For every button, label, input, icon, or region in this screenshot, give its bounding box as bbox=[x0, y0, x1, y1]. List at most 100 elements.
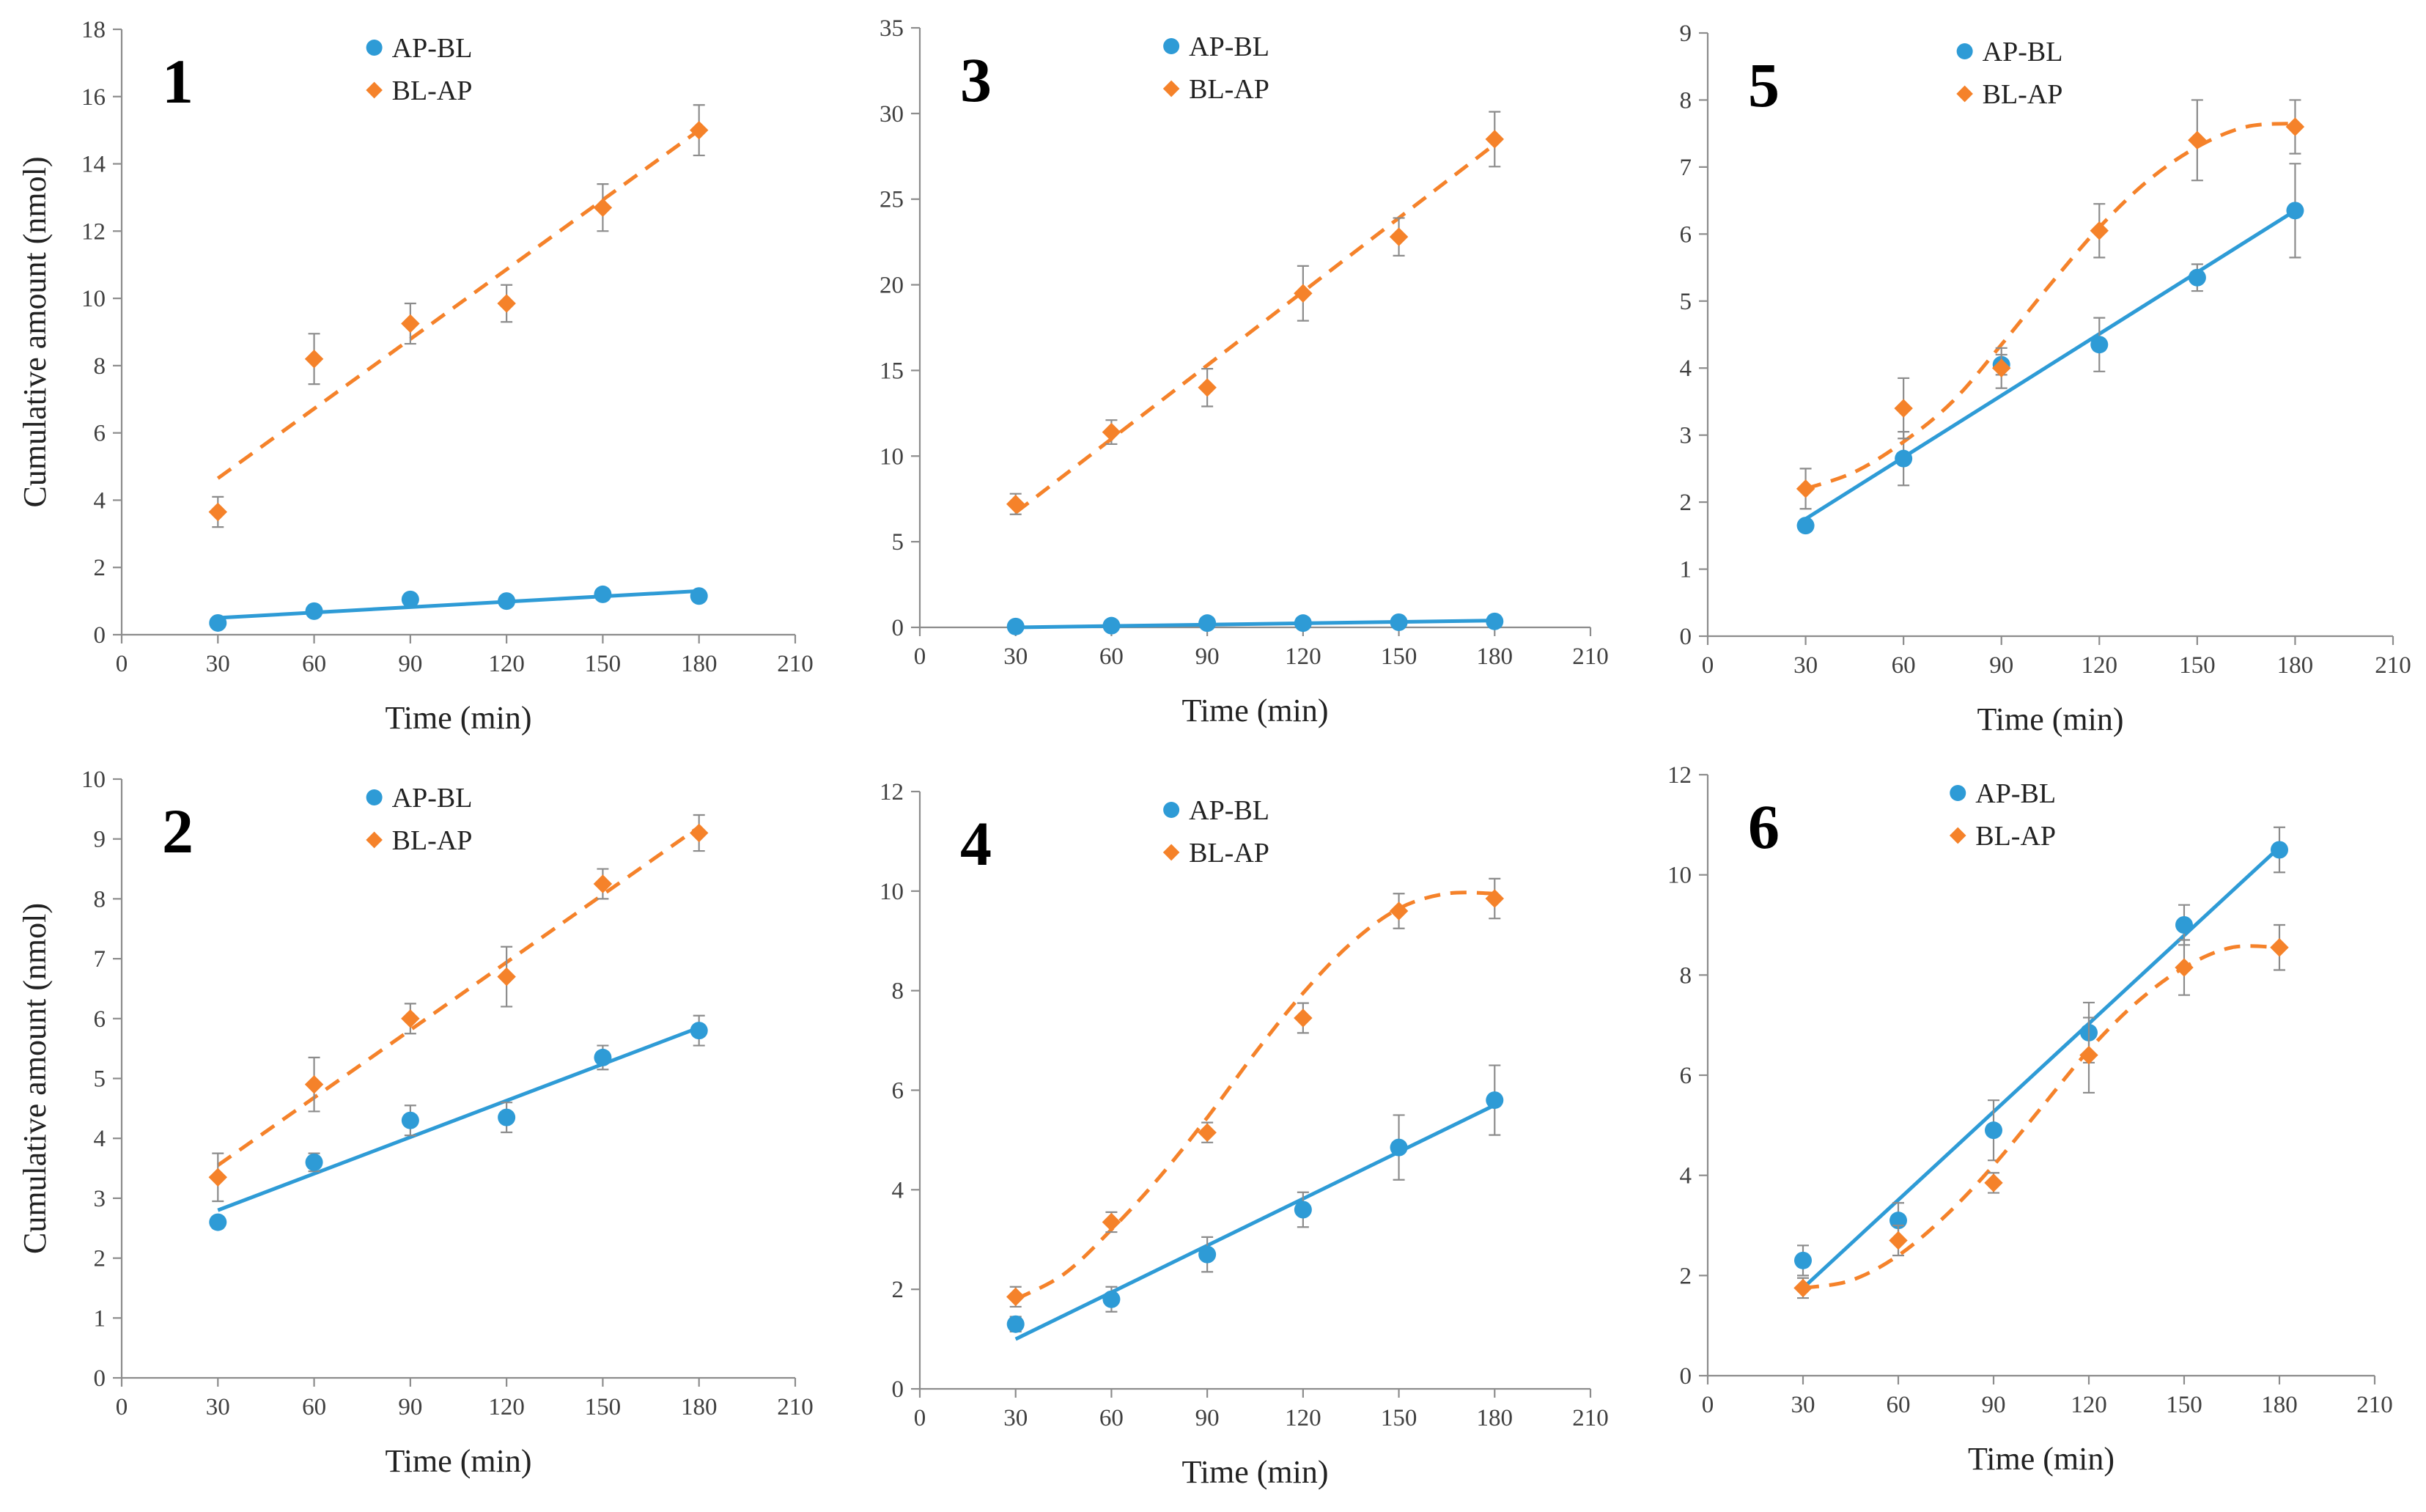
y-tick-label: 0 bbox=[94, 622, 106, 649]
x-tick-label: 30 bbox=[206, 651, 230, 677]
x-axis-title: Time (min) bbox=[1968, 1441, 2115, 1477]
data-point-bl-ap bbox=[593, 198, 613, 217]
y-tick-label: 8 bbox=[1680, 87, 1692, 114]
data-point-bl-ap bbox=[2285, 117, 2305, 136]
y-tick-label: 5 bbox=[1680, 289, 1692, 315]
data-point-ap-bl bbox=[209, 1213, 227, 1231]
y-tick-label: 0 bbox=[1680, 1363, 1692, 1390]
x-tick-label: 180 bbox=[2277, 652, 2314, 679]
y-tick-label: 3 bbox=[1680, 423, 1692, 449]
x-tick-label: 210 bbox=[777, 651, 814, 677]
data-point-ap-bl bbox=[1198, 614, 1217, 633]
x-tick-label: 30 bbox=[206, 1394, 230, 1420]
y-tick-label: 9 bbox=[94, 827, 106, 853]
fit-line-ap-bl bbox=[1804, 209, 2296, 521]
y-tick-label: 10 bbox=[1667, 863, 1692, 889]
data-point-ap-bl bbox=[1294, 614, 1312, 633]
fit-line-bl-ap bbox=[216, 128, 701, 480]
x-tick-label: 90 bbox=[1982, 1392, 2006, 1418]
legend-label: BL-AP bbox=[392, 75, 473, 106]
x-tick-label: 180 bbox=[1477, 1405, 1514, 1431]
data-point-bl-ap bbox=[689, 823, 709, 843]
data-point-ap-bl bbox=[498, 1108, 516, 1126]
x-tick-label: 30 bbox=[1003, 1405, 1028, 1431]
data-point-bl-ap bbox=[1889, 1231, 1908, 1250]
data-point-bl-ap bbox=[497, 967, 516, 987]
data-point-bl-ap bbox=[1102, 1212, 1121, 1232]
y-tick-label: 5 bbox=[892, 529, 904, 556]
y-axis-title: Cumulative amount (nmol) bbox=[17, 156, 53, 507]
x-axis-title: Time (min) bbox=[385, 700, 531, 736]
legend-label: AP-BL bbox=[1189, 795, 1269, 826]
legend-marker-bl-ap bbox=[366, 831, 383, 849]
x-tick-label: 180 bbox=[681, 1394, 718, 1420]
x-axis-title: Time (min) bbox=[1181, 693, 1328, 729]
x-tick-label: 60 bbox=[1099, 643, 1124, 670]
panel-label: 6 bbox=[1748, 792, 1780, 862]
data-point-bl-ap bbox=[401, 314, 420, 333]
legend-marker-bl-ap bbox=[1956, 85, 1973, 103]
x-tick-label: 0 bbox=[914, 1405, 926, 1431]
x-tick-label: 210 bbox=[2356, 1392, 2393, 1418]
panel-label: 2 bbox=[162, 796, 193, 866]
legend-marker-ap-bl bbox=[366, 40, 383, 56]
data-point-ap-bl bbox=[594, 585, 612, 603]
legend-marker-bl-ap bbox=[1949, 827, 1966, 844]
fit-curve-bl-ap bbox=[1802, 944, 2280, 1290]
x-tick-label: 150 bbox=[2179, 652, 2216, 679]
y-tick-label: 12 bbox=[81, 218, 106, 245]
y-tick-label: 25 bbox=[880, 187, 904, 213]
data-point-ap-bl bbox=[1486, 1091, 1504, 1110]
y-tick-label: 6 bbox=[94, 421, 106, 447]
panel-label: 4 bbox=[960, 808, 992, 879]
data-point-ap-bl bbox=[1390, 1138, 1408, 1157]
x-tick-label: 60 bbox=[302, 1394, 326, 1420]
x-tick-label: 120 bbox=[488, 1394, 525, 1420]
y-tick-label: 5 bbox=[94, 1066, 106, 1093]
x-tick-label: 0 bbox=[116, 1394, 128, 1420]
y-tick-label: 20 bbox=[880, 273, 904, 299]
x-tick-label: 150 bbox=[585, 651, 622, 677]
data-point-bl-ap bbox=[2188, 130, 2207, 150]
fit-line-ap-bl bbox=[1802, 846, 2281, 1290]
x-tick-label: 90 bbox=[1195, 1405, 1220, 1431]
legend-marker-ap-bl bbox=[1163, 38, 1180, 54]
y-tick-label: 2 bbox=[892, 1277, 904, 1303]
y-tick-label: 2 bbox=[1680, 1263, 1692, 1289]
legend-label: AP-BL bbox=[1975, 778, 2056, 809]
x-axis-title: Time (min) bbox=[1977, 701, 2123, 737]
panel-label: 5 bbox=[1748, 50, 1780, 120]
y-tick-label: 3 bbox=[94, 1186, 106, 1212]
x-tick-label: 0 bbox=[914, 643, 926, 670]
y-tick-label: 0 bbox=[94, 1365, 106, 1392]
y-tick-label: 14 bbox=[81, 152, 106, 178]
data-point-ap-bl bbox=[209, 613, 227, 632]
legend-label: BL-AP bbox=[1189, 74, 1269, 105]
legend-label: AP-BL bbox=[392, 783, 473, 814]
panel-label: 3 bbox=[960, 45, 992, 115]
y-tick-label: 6 bbox=[1680, 221, 1692, 248]
x-tick-label: 120 bbox=[1285, 643, 1321, 670]
x-tick-label: 150 bbox=[1381, 1405, 1417, 1431]
x-tick-label: 90 bbox=[398, 1394, 422, 1420]
legend-label: AP-BL bbox=[1189, 32, 1269, 62]
data-point-ap-bl bbox=[594, 1048, 612, 1066]
y-tick-label: 10 bbox=[880, 879, 904, 905]
data-point-ap-bl bbox=[2286, 202, 2304, 220]
x-tick-label: 210 bbox=[777, 1394, 814, 1420]
y-tick-label: 0 bbox=[892, 615, 904, 641]
data-point-bl-ap bbox=[1198, 378, 1217, 397]
x-tick-label: 60 bbox=[1887, 1392, 1911, 1418]
data-point-bl-ap bbox=[1006, 494, 1025, 514]
data-point-ap-bl bbox=[2090, 336, 2109, 354]
data-point-bl-ap bbox=[304, 1074, 324, 1094]
legend-marker-bl-ap bbox=[366, 81, 383, 99]
fit-curve-bl-ap bbox=[1014, 890, 1495, 1301]
y-tick-label: 1 bbox=[94, 1305, 106, 1332]
data-point-bl-ap bbox=[1485, 130, 1505, 149]
